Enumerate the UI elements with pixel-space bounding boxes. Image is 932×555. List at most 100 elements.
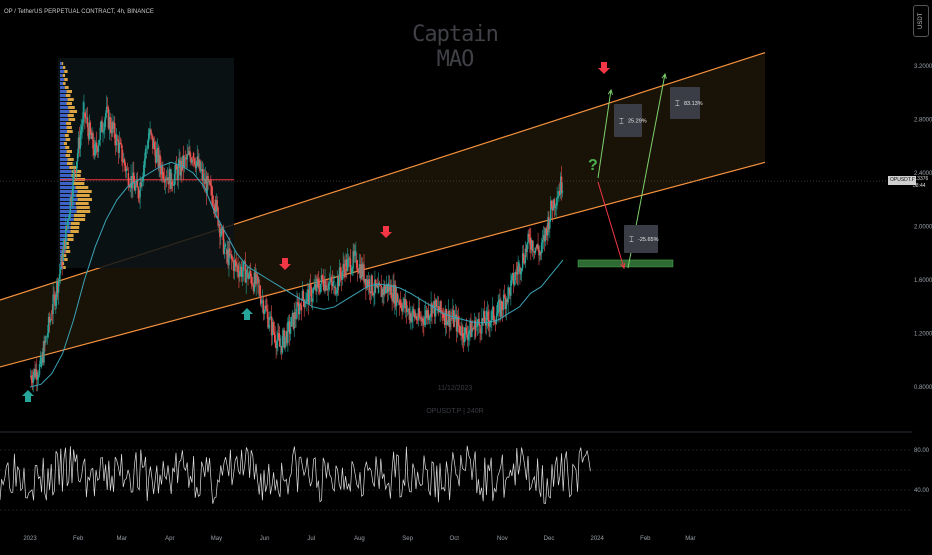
candle-body <box>234 259 237 262</box>
candle-body <box>60 255 62 270</box>
candle-body <box>385 288 387 294</box>
candle-body <box>350 272 353 274</box>
candle-body <box>279 346 282 347</box>
candle-body <box>222 229 225 254</box>
candle-body <box>64 239 66 249</box>
candle-body <box>373 293 375 296</box>
candle-body <box>207 176 209 182</box>
candle-body <box>486 311 488 321</box>
candle-body <box>219 224 221 238</box>
candle-body <box>458 324 460 327</box>
candle-body <box>303 299 305 307</box>
candle-body <box>440 301 442 312</box>
candle-body <box>62 249 64 260</box>
candle-body <box>325 280 327 291</box>
candle-body <box>237 265 239 273</box>
candle-body <box>261 300 264 302</box>
candle-body <box>510 280 512 296</box>
candle-body <box>187 154 189 155</box>
volume-profile-bar-down <box>65 246 70 249</box>
candle-body <box>248 275 250 279</box>
volume-profile-bar-up <box>60 106 69 109</box>
candle-body <box>198 159 200 167</box>
volume-profile-bar-down <box>73 182 85 185</box>
candle-body <box>433 301 435 306</box>
candle-body <box>485 310 488 326</box>
candle-body <box>97 144 100 152</box>
candle-body <box>406 310 409 312</box>
candle-body <box>315 284 317 292</box>
candle-body <box>444 308 447 326</box>
projection-label-text: 83.13% <box>684 101 703 107</box>
candle-body <box>196 156 198 162</box>
candle-body <box>500 301 502 317</box>
candle-body <box>293 312 295 329</box>
rsi-line <box>0 445 591 504</box>
candle-body <box>203 179 206 184</box>
candle-body <box>395 285 397 307</box>
candle-body <box>286 330 288 344</box>
candle-body <box>529 237 531 245</box>
candle-body <box>174 164 177 174</box>
candle-body <box>84 112 86 118</box>
candle-body <box>113 122 115 129</box>
candle-body <box>87 127 90 140</box>
candle-body <box>267 311 269 328</box>
volume-profile-bar-up <box>60 90 67 93</box>
volume-profile-bar-up <box>60 146 66 149</box>
candle-body <box>545 228 547 230</box>
candle-body <box>548 216 550 229</box>
candle-body <box>340 275 343 280</box>
candle-body <box>503 294 506 298</box>
candle-body <box>306 292 308 302</box>
currency-badge[interactable]: USDT <box>913 5 929 37</box>
time-axis-tick-label: Dec <box>544 536 555 542</box>
candle-body <box>385 284 388 289</box>
candle-body <box>117 139 120 153</box>
candle-body <box>124 165 127 172</box>
candle-body <box>390 284 392 299</box>
projection-label-box <box>614 104 642 137</box>
volume-profile-bar-down <box>65 154 71 157</box>
candle-body <box>314 284 316 288</box>
candle-body <box>235 261 237 267</box>
candle-body <box>93 148 95 156</box>
candle-body <box>384 285 386 294</box>
candle-body <box>530 239 532 250</box>
candle-body <box>29 375 32 377</box>
candle-body <box>520 271 522 275</box>
candle-body <box>221 227 223 235</box>
candle-body <box>205 178 208 194</box>
candle-body <box>489 322 491 327</box>
candle-body <box>285 330 287 337</box>
candle-body <box>348 257 351 259</box>
volume-profile-bar-down <box>73 214 86 217</box>
candle-body <box>39 356 42 365</box>
candle-body <box>472 328 474 329</box>
candle-body <box>197 156 199 167</box>
candle-body <box>204 178 207 184</box>
candle-body <box>443 318 446 326</box>
candle-body <box>76 153 79 162</box>
candle-body <box>31 380 33 383</box>
volume-profile-bar-up <box>60 98 68 101</box>
candle-body <box>447 310 450 322</box>
time-axis-tick-label: Mar <box>685 536 695 542</box>
candle-body <box>553 199 556 208</box>
candle-body <box>221 227 224 230</box>
candle-body <box>462 326 464 339</box>
candle-body <box>327 283 330 290</box>
candle-body <box>85 117 87 119</box>
price-axis-tick-label: 3.2000 <box>914 64 932 70</box>
volume-profile-bar-down <box>64 70 68 73</box>
candle-body <box>264 305 266 312</box>
candle-body <box>81 125 83 131</box>
price-axis-tick-label: 0.8000 <box>914 385 932 391</box>
time-axis-tick-label: Aug <box>354 536 365 542</box>
candle-body <box>376 285 379 288</box>
candle-body <box>95 142 98 149</box>
candle-body <box>507 287 509 303</box>
candle-body <box>49 318 52 323</box>
candle-body <box>461 326 463 336</box>
